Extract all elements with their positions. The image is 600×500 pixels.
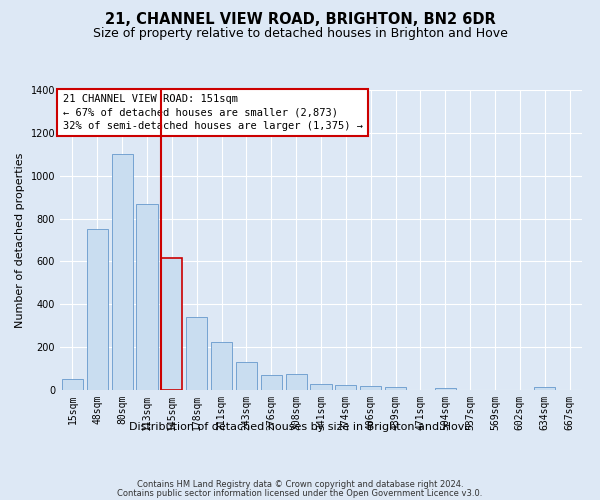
Text: Contains HM Land Registry data © Crown copyright and database right 2024.: Contains HM Land Registry data © Crown c… (137, 480, 463, 489)
Bar (136, 204, 158, 390)
Bar (310, 384, 332, 390)
Y-axis label: Number of detached properties: Number of detached properties (15, 152, 25, 328)
Text: Size of property relative to detached houses in Brighton and Hove: Size of property relative to detached ho… (92, 28, 508, 40)
Bar (261, 375, 282, 390)
Bar (186, 317, 207, 390)
Bar (211, 342, 232, 390)
Bar (236, 362, 257, 390)
Text: Contains public sector information licensed under the Open Government Licence v3: Contains public sector information licen… (118, 489, 482, 498)
Text: Distribution of detached houses by size in Brighton and Hove: Distribution of detached houses by size … (129, 422, 471, 432)
Bar (385, 388, 406, 390)
Bar (87, 230, 108, 390)
Bar (435, 388, 456, 390)
Bar (112, 154, 133, 390)
Bar (286, 374, 307, 390)
Bar (62, 380, 83, 390)
Bar (161, 258, 182, 390)
Text: 21 CHANNEL VIEW ROAD: 151sqm
← 67% of detached houses are smaller (2,873)
32% of: 21 CHANNEL VIEW ROAD: 151sqm ← 67% of de… (62, 94, 362, 131)
Bar (534, 387, 555, 390)
Text: 21, CHANNEL VIEW ROAD, BRIGHTON, BN2 6DR: 21, CHANNEL VIEW ROAD, BRIGHTON, BN2 6DR (104, 12, 496, 28)
Bar (360, 386, 381, 390)
Bar (335, 384, 356, 390)
